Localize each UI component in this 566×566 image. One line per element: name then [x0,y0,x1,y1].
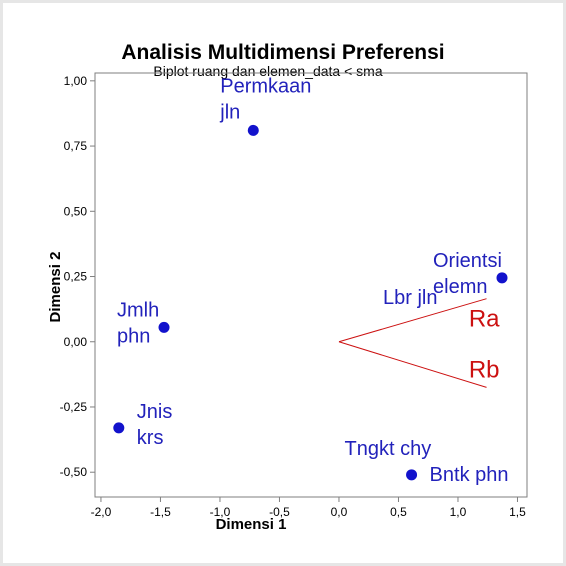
y-tick-label: 1,00 [64,74,88,88]
x-tick-label: 1,5 [509,505,526,519]
y-tick-label: 0,50 [64,204,88,218]
x-axis-label: Dimensi 1 [216,516,287,533]
chart-frame: Analisis Multidimensi Preferensi Biplot … [3,3,563,563]
point-label-line: Lbr jln [383,287,437,309]
y-tick-label: 0,75 [64,139,88,153]
point-label: Jmlh phn [117,299,159,347]
point-label: Orientsi elemn [433,250,502,298]
y-tick-label: 0,25 [64,270,88,284]
vector-line-rb [338,341,487,388]
point-label: Lbr jln [383,287,437,309]
x-tick-label: 0,0 [331,505,348,519]
data-point [406,469,418,481]
point-label-line: Jnis [137,401,173,423]
point-label-line: Bntk phn [430,464,509,486]
point-label-line: krs [137,427,164,449]
vector-layer: Ra Rb [338,298,500,388]
x-tick-label: -1,5 [150,505,171,519]
y-tick-label: -0,25 [60,400,88,414]
vector-label-rb: Rb [469,356,500,383]
y-axis: -0,50 -0,25 0,00 0,25 0,50 0,75 1,00 [60,74,95,479]
point-label-line: elemn [433,276,487,298]
data-point [496,272,508,284]
plot-area [94,72,528,498]
point-label-line: Orientsi [433,250,502,272]
x-tick-label: 0,5 [390,505,407,519]
point-label-line: Tngkt chy [345,438,432,460]
point-label: Bntk phn [430,464,509,486]
point-label-line: Permkaan [220,75,311,97]
x-tick-label: -0,5 [269,505,290,519]
x-tick-label: -2,0 [91,505,112,519]
point-label-line: phn [117,325,150,347]
x-tick-label: -1,0 [210,505,231,519]
point-label-line: jln [219,101,240,123]
biplot-chart: Analisis Multidimensi Preferensi Biplot … [47,41,528,533]
chart-title: Analisis Multidimensi Preferensi [121,41,444,64]
vector-line-ra [338,298,487,343]
y-axis-label: Dimensi 2 [47,252,64,323]
point-label: Tngkt chy [345,438,432,460]
y-tick-label: 0,00 [64,335,88,349]
y-tick-label: -0,50 [60,465,88,479]
point-label: Permkaan jln [219,75,311,123]
x-tick-label: 1,0 [450,505,467,519]
point-label-line: Jmlh [117,299,159,321]
chart-subtitle: Biplot ruang dan elemen_data < sma [153,63,382,79]
x-axis: -2,0 -1,5 -1,0 -0,5 0,0 0,5 1,0 1,5 [91,497,526,519]
point-label: Jnis krs [137,401,173,449]
data-point [113,422,125,434]
vector-label-ra: Ra [469,306,500,333]
data-point [247,124,259,136]
data-point [158,321,170,333]
